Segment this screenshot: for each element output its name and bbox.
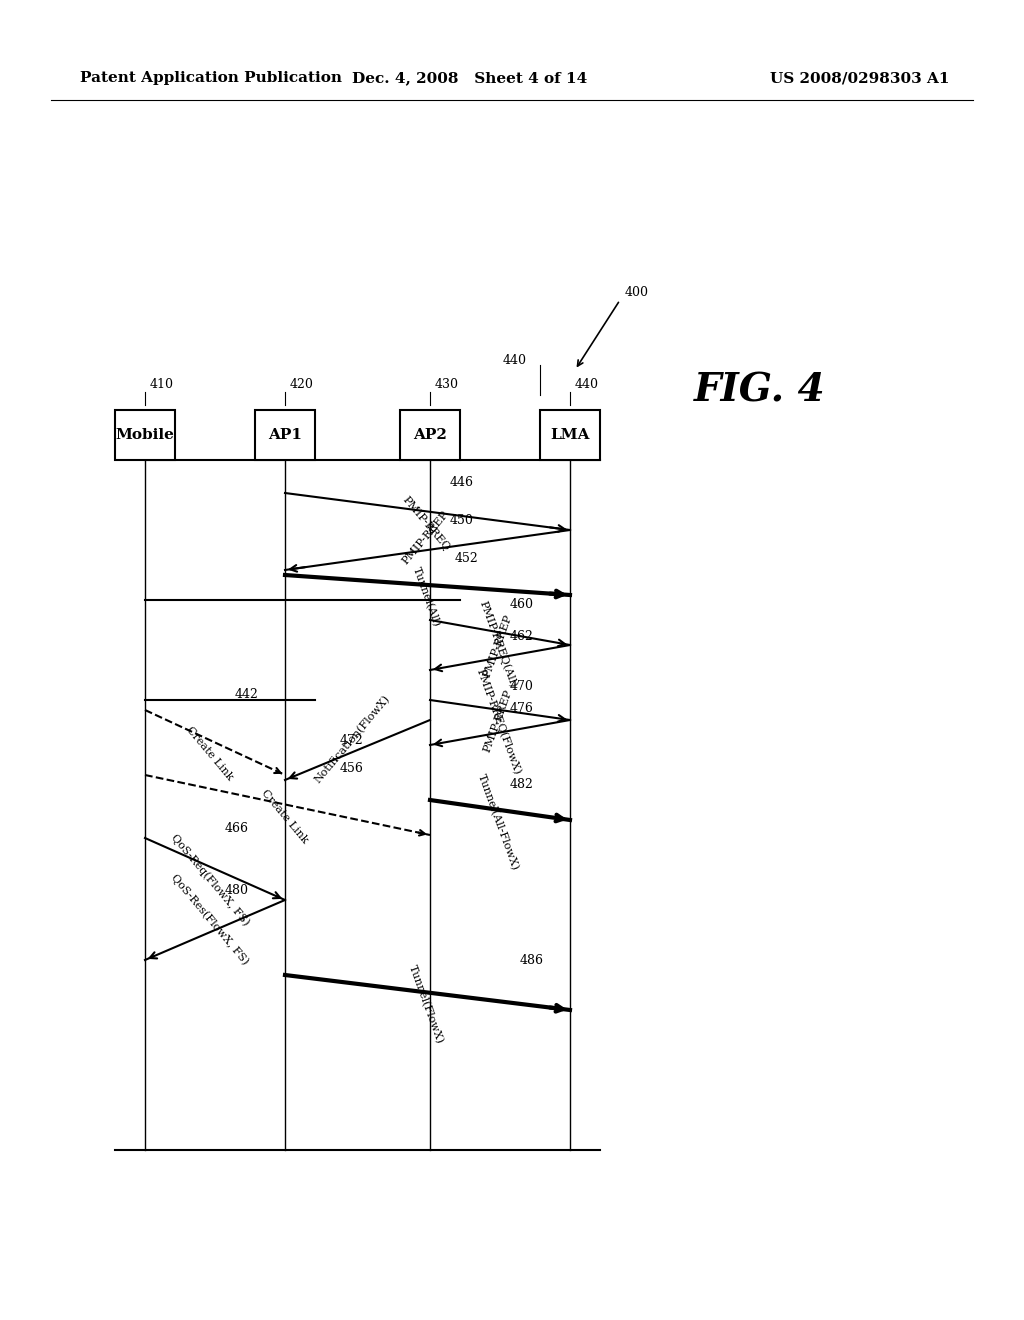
Text: AP1: AP1	[268, 428, 302, 442]
Text: 440: 440	[575, 379, 599, 392]
Text: PMIP-RREQ: PMIP-RREQ	[400, 494, 452, 553]
Bar	[540, 411, 600, 459]
Text: 450: 450	[450, 513, 474, 527]
Text: 482: 482	[510, 779, 534, 792]
Text: 460: 460	[510, 598, 534, 611]
Text: 476: 476	[510, 701, 534, 714]
Text: AP2: AP2	[413, 428, 446, 442]
Text: 446: 446	[450, 475, 474, 488]
Text: 466: 466	[225, 821, 249, 834]
Text: PMIP-RREP: PMIP-RREP	[482, 688, 514, 754]
Text: 420: 420	[290, 379, 314, 392]
Text: PMIP-RREQ(FlowX): PMIP-RREQ(FlowX)	[474, 668, 522, 776]
Text: Tunnel(All): Tunnel(All)	[411, 566, 442, 628]
Text: Create Link: Create Link	[184, 725, 236, 781]
Text: 472: 472	[340, 734, 364, 747]
Text: Dec. 4, 2008   Sheet 4 of 14: Dec. 4, 2008 Sheet 4 of 14	[352, 71, 588, 84]
Bar	[400, 411, 460, 459]
Bar	[115, 411, 175, 459]
Text: 452: 452	[455, 552, 479, 565]
Text: 462: 462	[510, 630, 534, 643]
Text: PMIP-RREQ(All): PMIP-RREQ(All)	[477, 599, 518, 689]
Text: 470: 470	[510, 680, 534, 693]
Text: Tunnel(All-FlowX): Tunnel(All-FlowX)	[476, 772, 520, 871]
Text: PMIP-RREP: PMIP-RREP	[482, 612, 514, 678]
Text: 442: 442	[234, 689, 259, 701]
Bar	[255, 411, 315, 459]
Text: QoS-Req(FlowX, FS): QoS-Req(FlowX, FS)	[169, 833, 251, 928]
Text: QoS-Res(FlowX, FS): QoS-Res(FlowX, FS)	[169, 871, 251, 966]
Text: FIG. 4: FIG. 4	[694, 371, 825, 409]
Text: Tunnel(FlowX): Tunnel(FlowX)	[407, 964, 445, 1045]
Text: PMIP-RREP: PMIP-RREP	[400, 510, 451, 566]
Text: US 2008/0298303 A1: US 2008/0298303 A1	[770, 71, 950, 84]
Text: Mobile: Mobile	[116, 428, 174, 442]
Text: Notification(FlowX): Notification(FlowX)	[313, 693, 392, 785]
Text: 440: 440	[503, 354, 527, 367]
Text: 400: 400	[625, 285, 649, 298]
Text: 480: 480	[225, 883, 249, 896]
Text: Create Link: Create Link	[260, 788, 310, 845]
Text: 456: 456	[340, 762, 364, 775]
Text: 410: 410	[150, 379, 174, 392]
Text: Patent Application Publication: Patent Application Publication	[80, 71, 342, 84]
Text: LMA: LMA	[550, 428, 590, 442]
Text: 486: 486	[520, 953, 544, 966]
Text: 430: 430	[435, 379, 459, 392]
